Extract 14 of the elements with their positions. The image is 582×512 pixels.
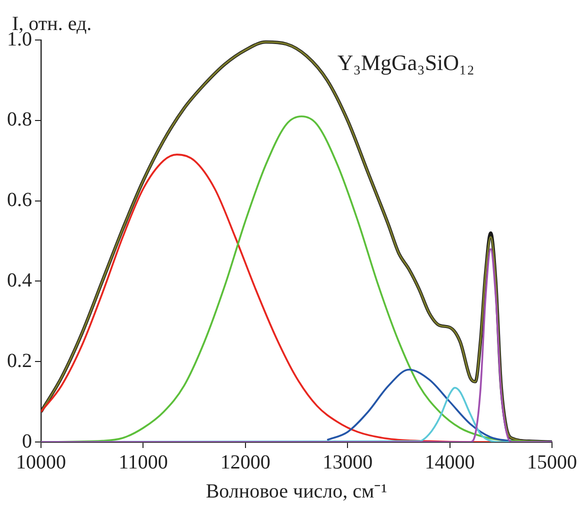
y-tick-label: 0: [22, 430, 32, 452]
x-axis-title: Волновое число, см⁻¹: [206, 480, 388, 502]
x-tick-label: 11000: [118, 451, 168, 474]
y-tick-label: 0.6: [7, 189, 32, 212]
y-tick-label: 0.2: [7, 350, 32, 372]
x-tick-label: 13000: [322, 451, 373, 474]
x-tick-label: 10000: [16, 451, 66, 474]
y-tick-label: 0.4: [7, 269, 32, 292]
x-tick-label: 12000: [220, 451, 270, 474]
y-tick-label: 0.8: [7, 108, 32, 131]
x-tick-label: 14000: [424, 451, 475, 474]
x-tick-label: 15000: [527, 451, 577, 474]
line-series: [326, 368, 512, 442]
annotation: Y₃MgGa₃SiO₁₂: [337, 50, 474, 75]
